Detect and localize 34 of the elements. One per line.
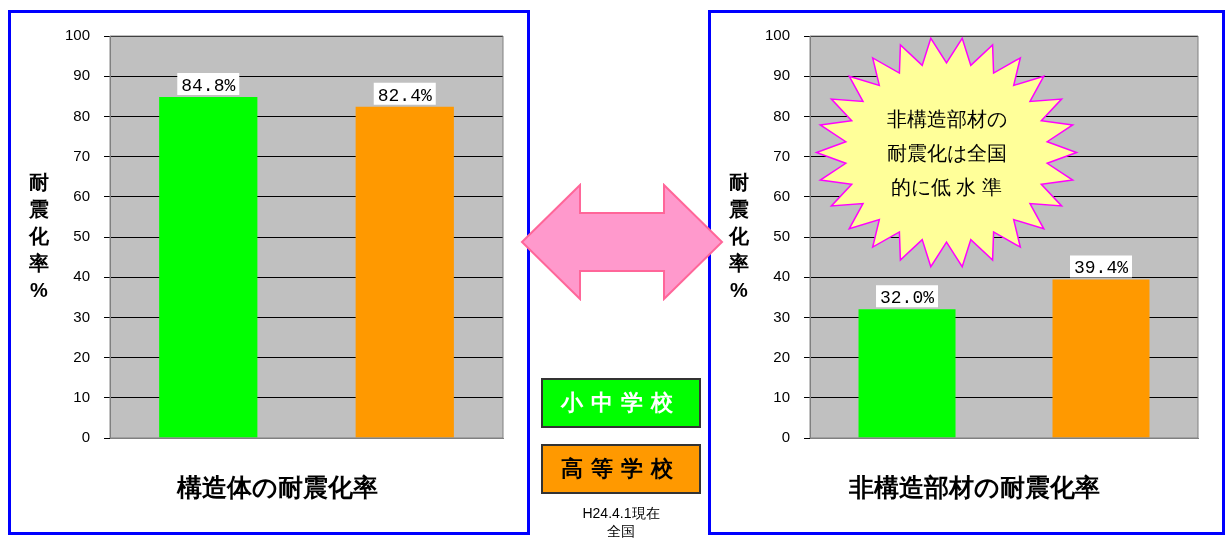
- y-tick-label: 80: [773, 106, 791, 124]
- text: 非構造部材の耐震化率: [848, 472, 1100, 501]
- data-label: 32.0%: [880, 288, 935, 309]
- y-tick-label: 60: [773, 186, 791, 204]
- text: H24.4.1現在全国: [581, 504, 661, 540]
- text: 高等学校: [541, 444, 701, 494]
- text: 構造体の耐震化率: [175, 472, 378, 501]
- y-tick-label: 100: [765, 26, 791, 44]
- y-tick-label: 70: [73, 146, 91, 164]
- y-tick-label: 50: [773, 227, 791, 245]
- y-tick-label: 20: [773, 347, 791, 365]
- y-axis-title: 耐震化率%: [28, 170, 50, 301]
- text: 小中学校: [541, 378, 701, 428]
- annotation: 非構造部材の耐震化は全国的に低 水 準: [885, 106, 1008, 200]
- y-tick-label: 70: [773, 146, 791, 164]
- y-tick-label: 100: [65, 26, 91, 44]
- data-label: 39.4%: [1074, 258, 1129, 279]
- y-tick-label: 40: [773, 267, 791, 285]
- y-tick-label: 40: [73, 267, 91, 285]
- y-tick-label: 90: [773, 66, 791, 84]
- y-tick-label: 60: [73, 186, 91, 204]
- y-tick-label: 10: [73, 387, 91, 405]
- y-tick-label: 90: [73, 66, 91, 84]
- y-tick-label: 0: [81, 428, 91, 446]
- y-tick-label: 10: [773, 387, 791, 405]
- data-label: 84.8%: [181, 75, 236, 96]
- y-tick-label: 20: [73, 347, 91, 365]
- data-label: 82.4%: [377, 85, 432, 106]
- y-tick-label: 50: [73, 227, 91, 245]
- y-tick-label: 30: [773, 307, 791, 325]
- y-tick-label: 30: [73, 307, 91, 325]
- y-tick-label: 80: [73, 106, 91, 124]
- y-axis-title: 耐震化率%: [728, 170, 750, 301]
- y-tick-label: 0: [781, 428, 791, 446]
